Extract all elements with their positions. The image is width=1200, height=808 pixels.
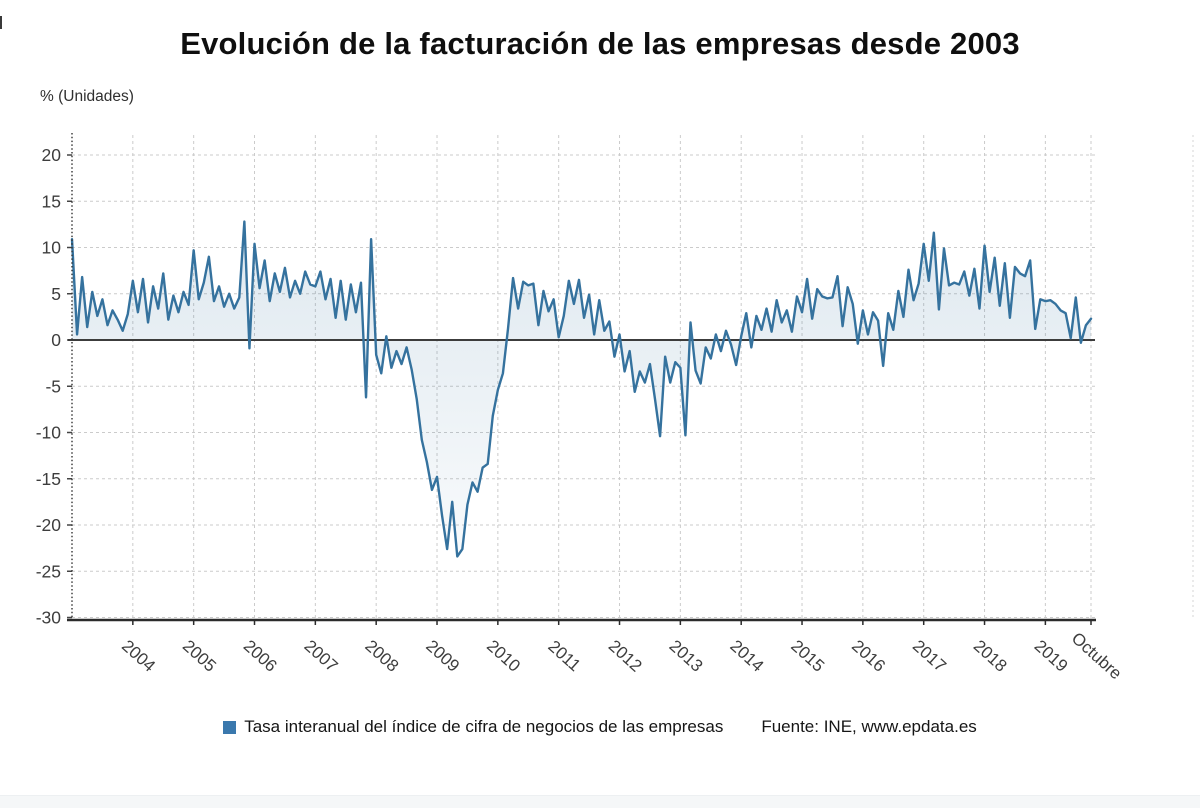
x-tick-label: 2005 [179,636,220,675]
y-axis-unit-label: % (Unidades) [40,88,134,105]
y-tick-label: -15 [36,469,61,489]
x-tick-label: 2012 [605,636,646,675]
x-tick-label: 2009 [422,636,463,675]
x-tick-label: 2019 [1031,636,1072,675]
x-tick-label: 2014 [726,636,767,675]
y-tick-label: 0 [51,330,61,350]
series-line [70,220,1093,558]
x-tick-label: 2006 [240,636,281,675]
x-tick-label: 2004 [118,636,159,675]
y-tick-label: -20 [36,515,62,535]
x-tick-label: 2007 [301,636,342,675]
screen-edge-artifact [0,16,2,29]
series-area [72,221,1091,557]
legend-label: Tasa interanual del índice de cifra de n… [244,717,724,736]
chart-plot-area[interactable] [72,135,1091,620]
y-tick-label: 10 [42,238,62,258]
legend-swatch [223,720,237,734]
chart-title: Evolución de la facturación de las empre… [180,26,1020,61]
y-tick-label: -25 [36,561,61,581]
x-tick-label: 2008 [361,636,402,675]
x-tick-label: 2010 [483,636,524,675]
x-tick-label: 2015 [787,636,828,675]
y-tick-label: -10 [36,423,62,443]
y-tick-label: -30 [36,608,62,628]
source-text: Fuente: INE, www.epdata.es [761,717,977,736]
y-tick-label: 5 [51,284,61,304]
x-tick-label: 2018 [970,636,1011,675]
footer-bar [0,795,1200,808]
x-tick-label: Octubre [1068,629,1126,684]
x-tick-label: 2013 [666,636,707,675]
x-tick-label: 2016 [848,636,889,675]
y-tick-label: 20 [42,145,62,165]
y-tick-label: -5 [45,376,61,396]
x-tick-label: 2017 [909,636,950,675]
legend: Tasa interanual del índice de cifra de n… [0,712,1200,742]
y-tick-label: 15 [42,191,61,211]
x-tick-label: 2011 [544,637,584,676]
